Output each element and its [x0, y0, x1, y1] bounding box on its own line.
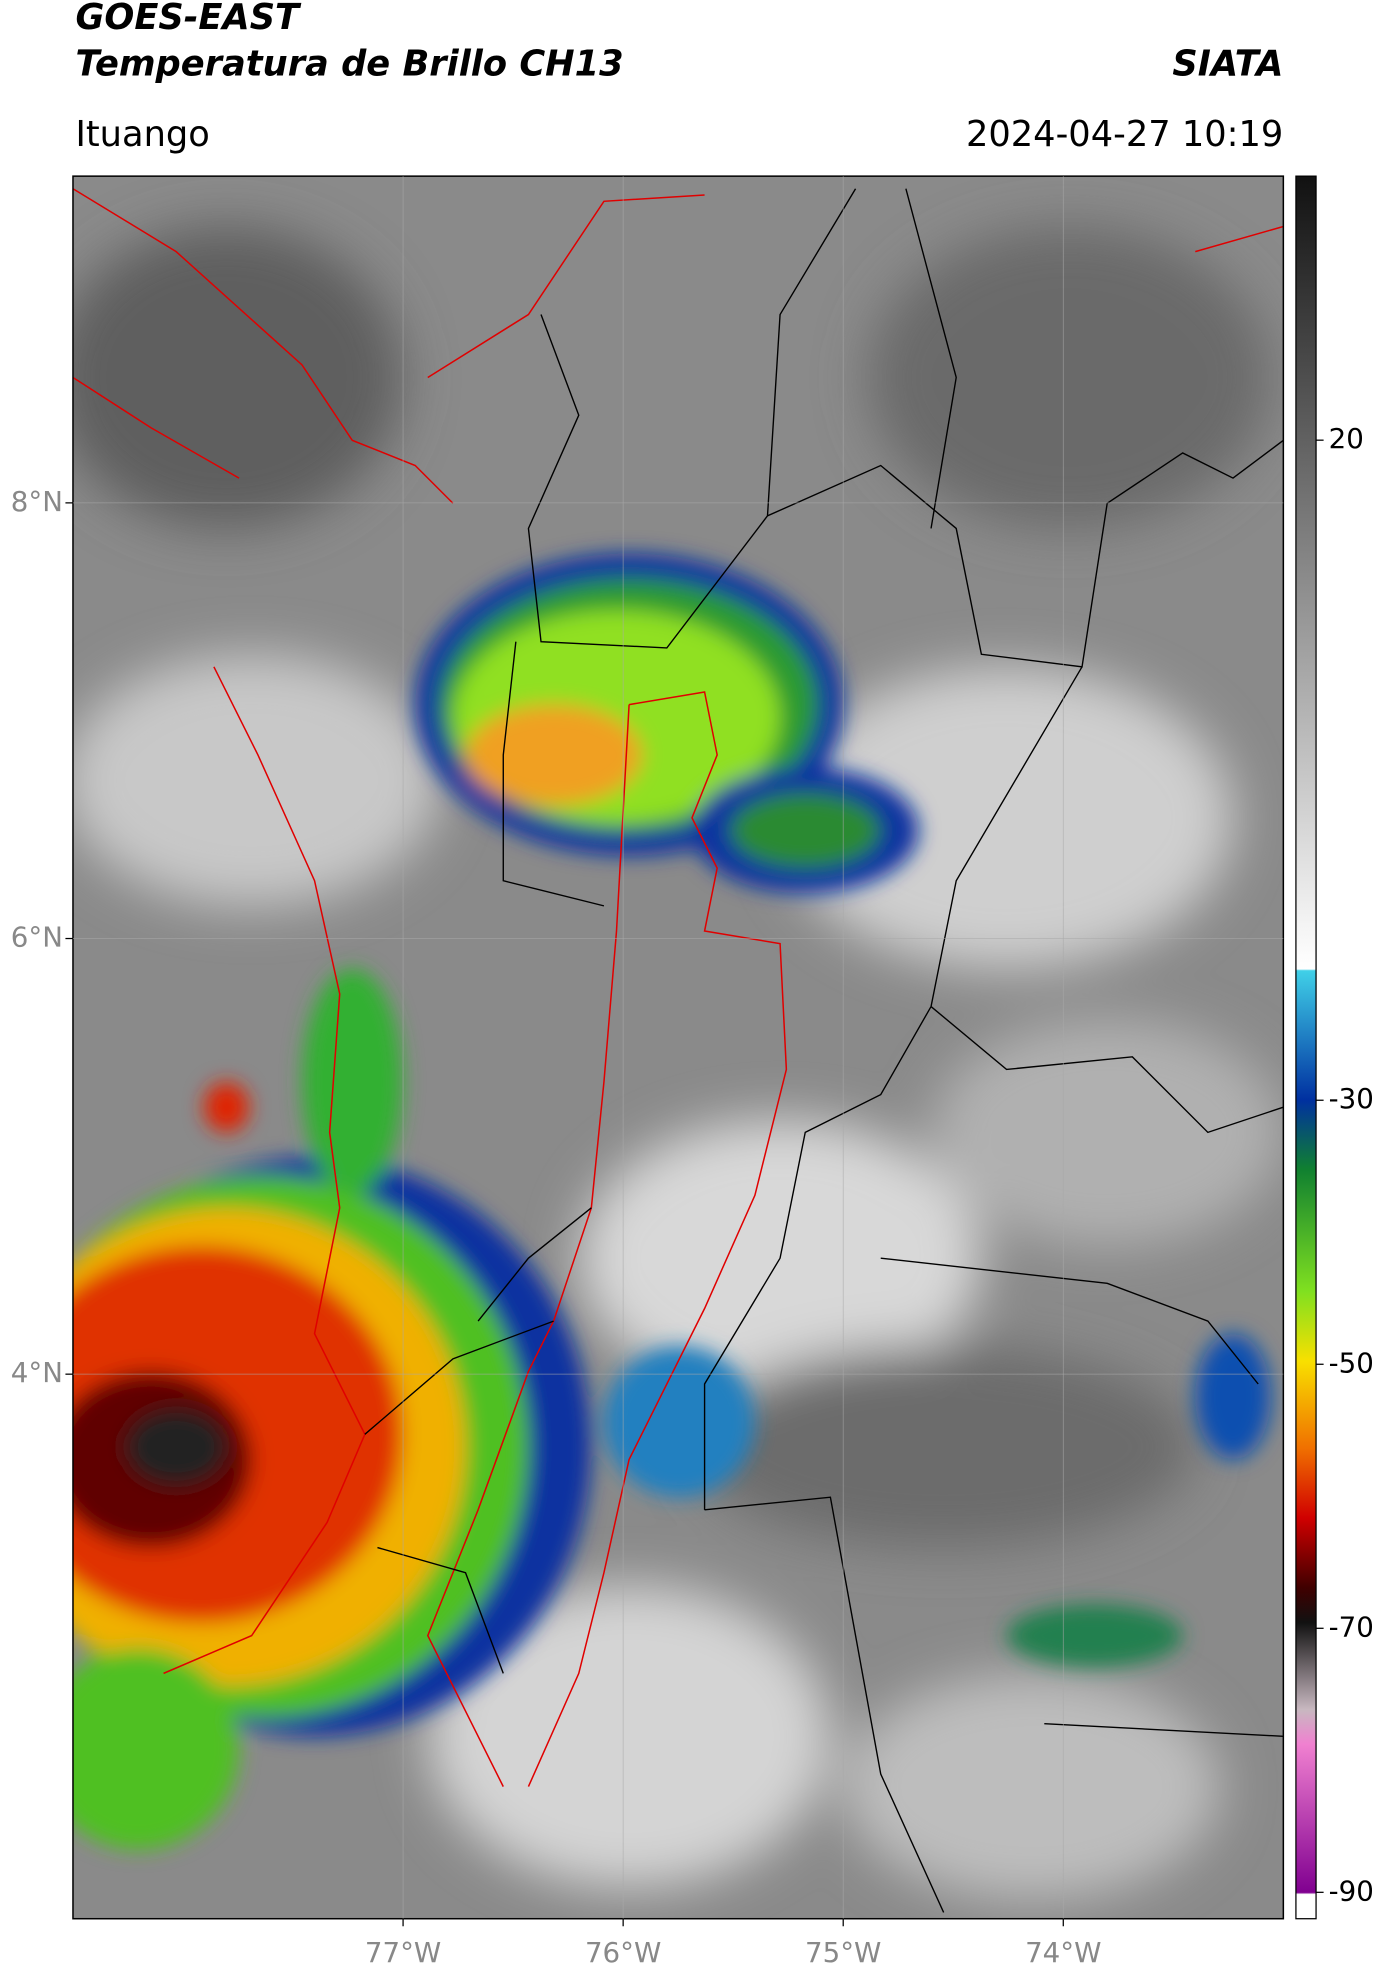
x-tick-label: 74°W: [1025, 1936, 1101, 1969]
x-tick-label: 77°W: [365, 1936, 441, 1969]
map-frame: [72, 175, 1285, 1920]
y-tick-label: 4°N: [11, 1356, 63, 1389]
x-tick-label: 75°W: [805, 1936, 881, 1969]
region-outline: [426, 691, 788, 1787]
borders: [72, 188, 1284, 1913]
satellite-image: [72, 176, 1284, 1919]
colorbar-tick-label: -70: [1329, 1610, 1374, 1643]
colorbar-tick-label: 20: [1329, 422, 1364, 455]
y-tick-label: 8°N: [11, 485, 63, 518]
colorbar-tick-label: -50: [1329, 1346, 1374, 1379]
coastline: [72, 188, 1284, 1675]
location: Ituango: [75, 114, 209, 155]
subtitle: Temperatura de Brillo CH13: [75, 43, 623, 84]
x-tick-label: 76°W: [585, 1936, 661, 1969]
datetime: 2024-04-27 10:19: [966, 114, 1283, 155]
colorbar: [1295, 175, 1317, 1920]
title: GOES-EAST: [75, 0, 302, 38]
brand: SIATA: [1172, 43, 1283, 84]
y-tick-label: 6°N: [11, 921, 63, 954]
colorbar-tick-label: -90: [1329, 1874, 1374, 1907]
colorbar-tick-label: -30: [1329, 1082, 1374, 1115]
